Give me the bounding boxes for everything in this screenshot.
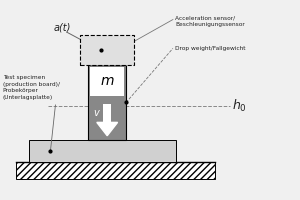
Bar bbox=[28, 140, 176, 162]
Bar bbox=[88, 65, 126, 140]
Text: $m$: $m$ bbox=[100, 74, 115, 88]
Polygon shape bbox=[97, 122, 118, 136]
Text: Acceleration sensor/
Beschleunigungssensor: Acceleration sensor/ Beschleunigungssens… bbox=[175, 16, 244, 27]
Text: $h_0$: $h_0$ bbox=[232, 98, 247, 114]
Bar bbox=[16, 162, 215, 179]
Bar bbox=[103, 104, 111, 122]
Text: Drop weight/Fallgewicht: Drop weight/Fallgewicht bbox=[175, 46, 245, 51]
Bar bbox=[80, 35, 134, 65]
Text: $v$: $v$ bbox=[93, 108, 101, 118]
Text: Test specimen
(production board)/
Probekörper
(Unterlagsplatte): Test specimen (production board)/ Probek… bbox=[3, 75, 60, 100]
Text: a(t): a(t) bbox=[54, 23, 71, 33]
Bar bbox=[90, 67, 124, 96]
